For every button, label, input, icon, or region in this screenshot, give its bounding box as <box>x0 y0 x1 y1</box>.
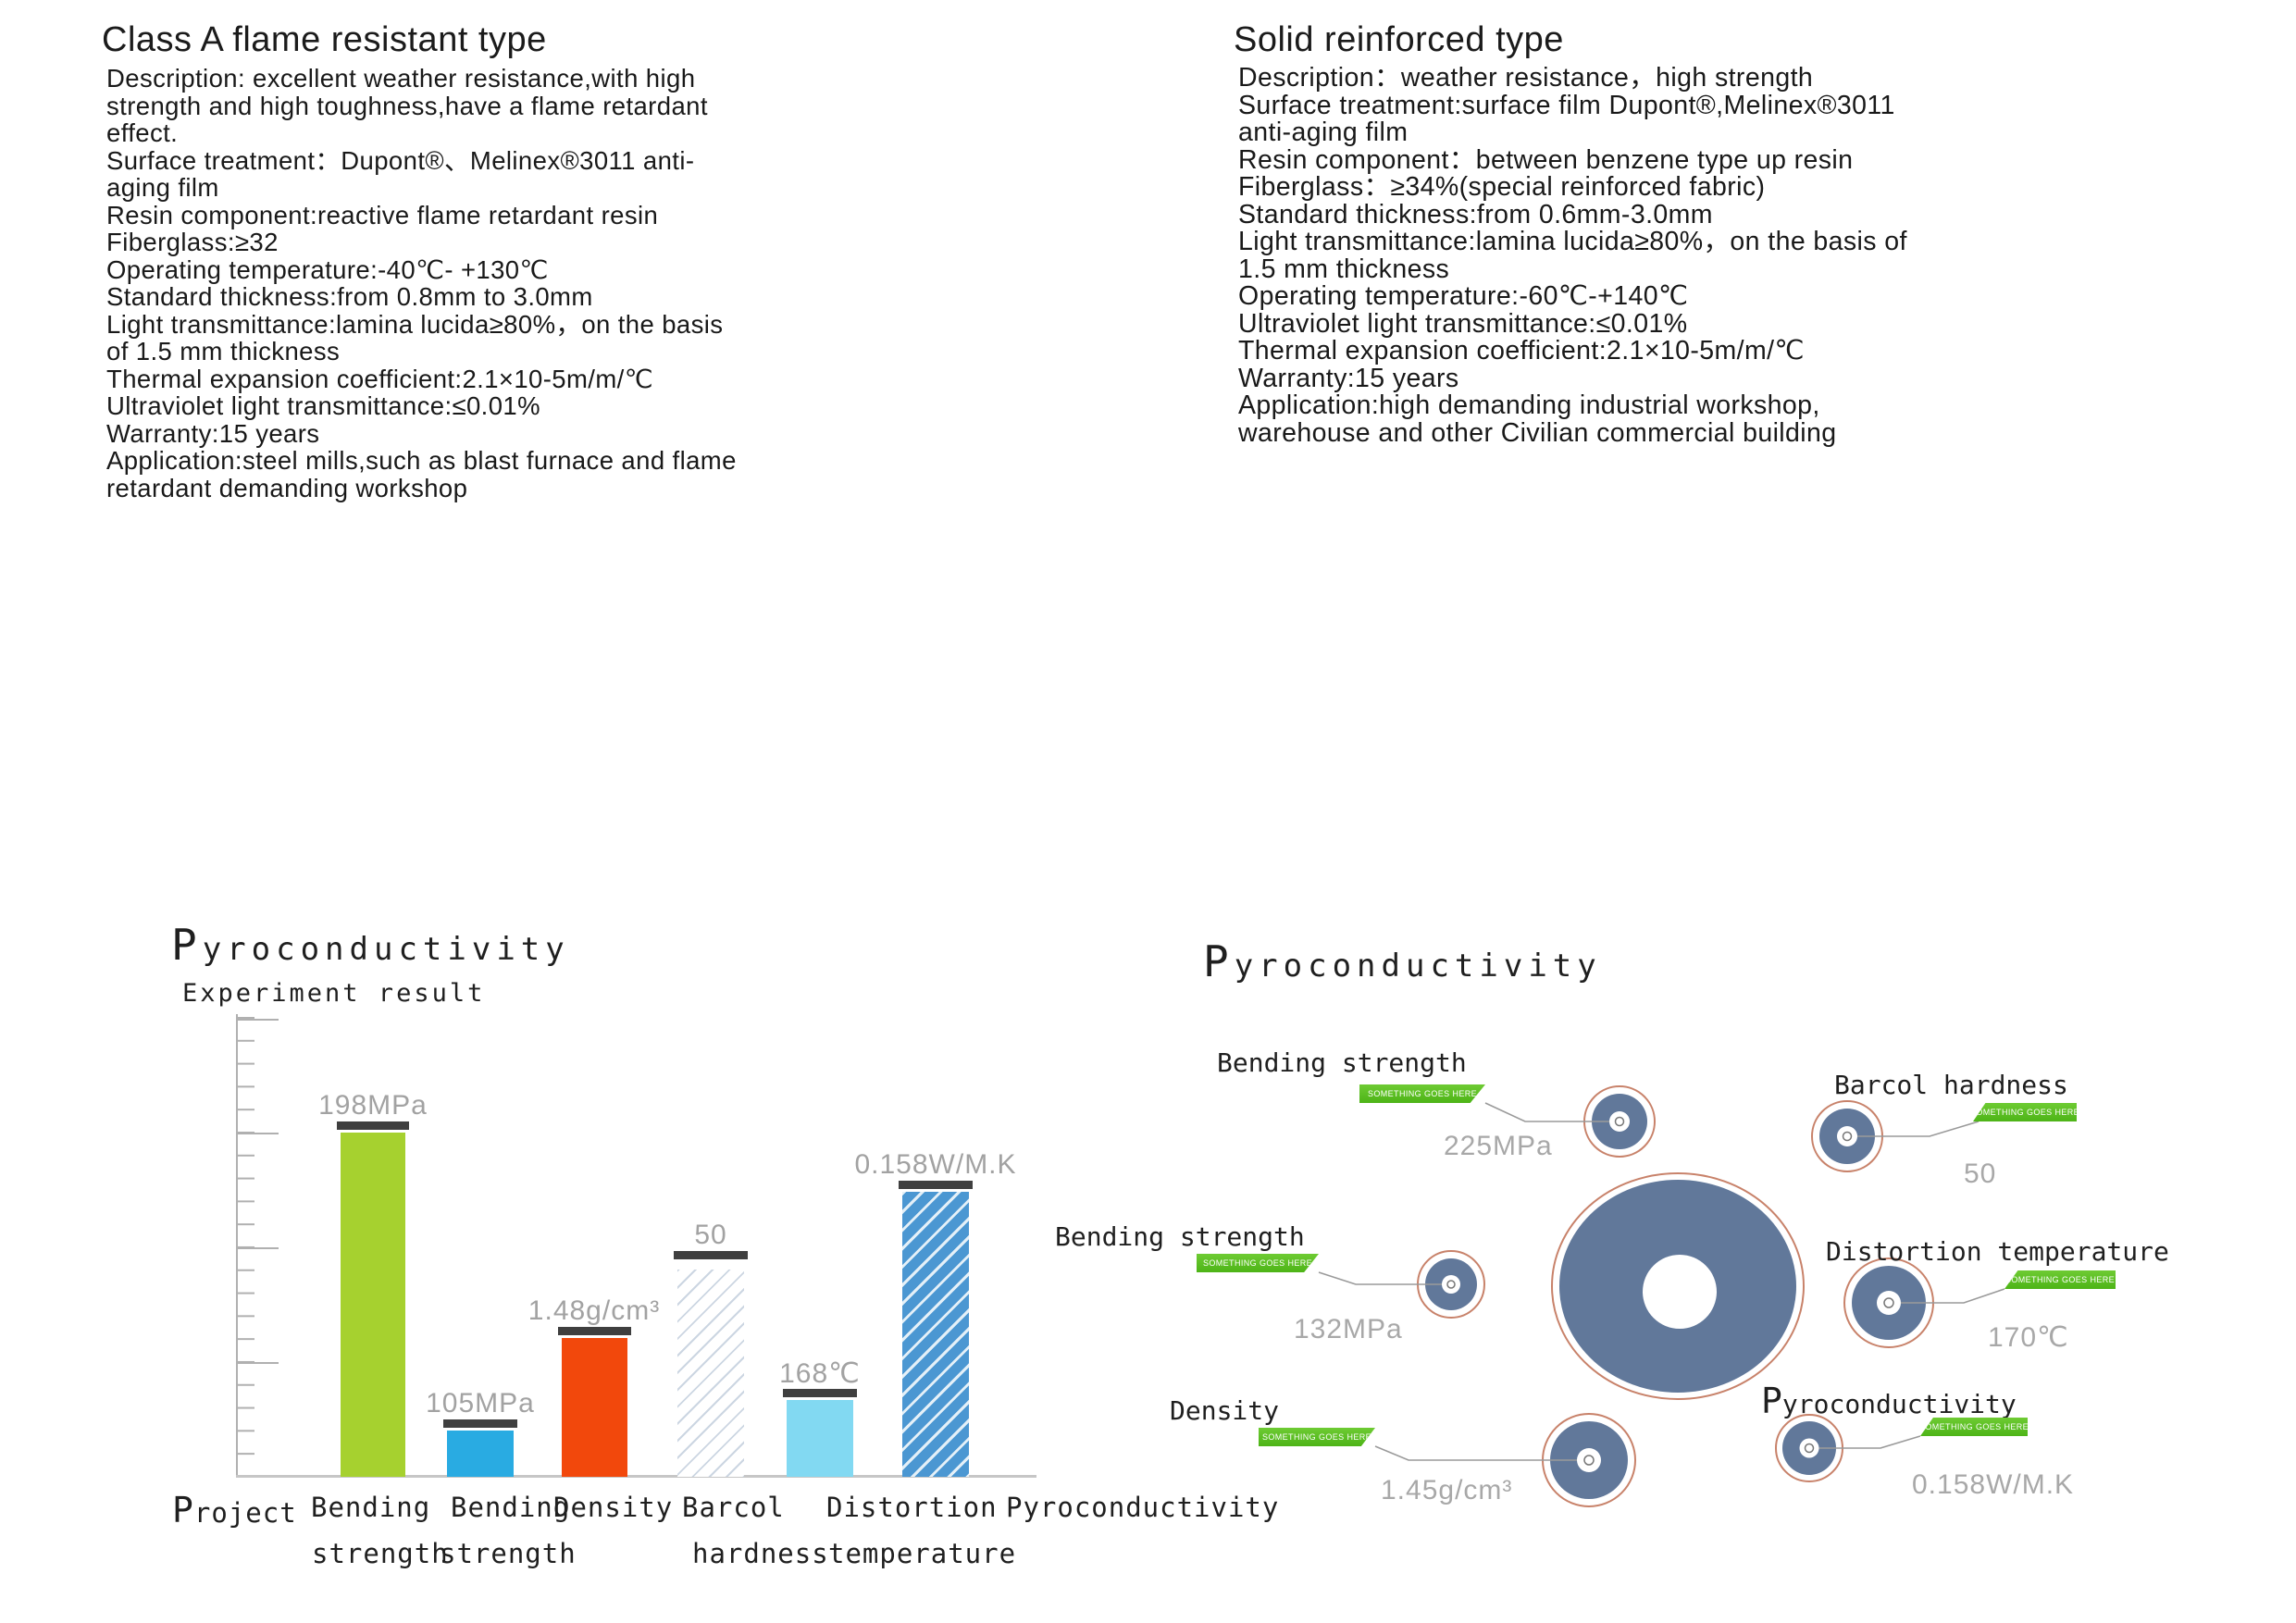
bar-cap <box>674 1251 748 1259</box>
spec-line: Application:high demanding industrial wo… <box>1238 390 1820 420</box>
x-axis-label: strength <box>440 1538 577 1569</box>
spec-line: retardant demanding workshop <box>106 473 468 502</box>
spec-line: Standard thickness:from 0.6mm-3.0mm <box>1238 199 1713 229</box>
spec-line: strength and high toughness,have a flame… <box>106 91 708 120</box>
diagram-value-bending-strength-2: 132MPa <box>1294 1314 1403 1344</box>
diagram-label-bending-strength-1: Bending strength <box>1217 1047 1467 1078</box>
bar-cap <box>443 1419 517 1428</box>
bar-cap <box>899 1181 973 1189</box>
left-spec-title: Class A flame resistant type <box>102 20 547 59</box>
x-axis-label: hardness <box>692 1538 829 1569</box>
diagram-value-bending-strength-1: 225MPa <box>1444 1131 1553 1161</box>
bubble-diagram-graphic <box>1318 1085 2005 1507</box>
spec-line: Thermal expansion coefficient:2.1×10-5m/… <box>1238 336 1805 365</box>
bar-bending-strength-2 <box>447 1431 514 1477</box>
right-spec-body: Description：weather resistance，high stre… <box>1234 63 2296 448</box>
diagram-label-pyroconductivity: Pyroconductivity <box>1761 1381 2017 1421</box>
bar-pyroconductivity <box>902 1192 969 1477</box>
diagram-title: Pyroconductivity <box>1203 936 1602 986</box>
x-axis-label: Density <box>553 1492 674 1523</box>
callout-banner: SOMETHING GOES HERE <box>1920 1418 2028 1436</box>
bar-value-label: 105MPa <box>426 1388 535 1419</box>
spec-line: effect. <box>106 118 179 147</box>
spec-line: warehouse and other Civilian commercial … <box>1238 417 1837 448</box>
spec-line: Thermal expansion coefficient:2.1×10-5m/… <box>106 364 653 393</box>
y-axis-long-tick <box>238 1133 279 1134</box>
spec-line: aging film <box>106 173 219 202</box>
left-spec-section: Class A flame resistant type Description… <box>102 20 1157 502</box>
spec-line: Surface treatment:surface film Dupont®,M… <box>1238 90 1895 120</box>
spec-line: Ultraviolet light transmittance:≤0.01% <box>1238 308 1688 339</box>
diagram-label-bending-strength-2: Bending strength <box>1055 1221 1305 1252</box>
diagram-value-distortion-temperature: 170℃ <box>1988 1322 2069 1353</box>
spec-line: of 1.5 mm thickness <box>106 337 341 365</box>
x-axis-label: Bending <box>311 1492 431 1523</box>
bar-value-label: 0.158W/M.K <box>854 1149 1017 1180</box>
callout-banner: SOMETHING GOES HERE <box>2004 1270 2116 1289</box>
bar-barcol-hardness <box>677 1270 744 1477</box>
bar-chart-title: Pyroconductivity <box>171 920 570 970</box>
spec-line: 1.5 mm thickness <box>1238 254 1450 284</box>
spec-line: Application:steel mills,such as blast fu… <box>106 446 737 475</box>
bubble-center-holes <box>1442 1111 1901 1472</box>
y-axis-long-tick <box>238 1247 279 1249</box>
diagram-label-distortion-temperature: Distortion temperature <box>1826 1236 2169 1267</box>
spec-line: Light transmittance:lamina lucida≥80%，on… <box>106 309 724 339</box>
spec-line: Surface treatment：Dupont®、Melinex®3011 a… <box>106 145 695 175</box>
bar-distortion-temperature <box>787 1400 853 1477</box>
spec-line: Resin component：between benzene type up … <box>1238 144 1854 175</box>
spec-line: Description：weather resistance，high stre… <box>1238 63 1814 93</box>
y-axis-long-tick <box>238 1019 279 1021</box>
x-axis-label: Barcol <box>682 1492 785 1523</box>
right-spec-title: Solid reinforced type <box>1234 20 1564 59</box>
x-axis-label: Pyroconductivity <box>1006 1492 1280 1523</box>
y-axis-long-tick <box>238 1362 279 1364</box>
bubble-central-donut <box>1551 1172 1805 1400</box>
x-axis-label: Distortion <box>826 1492 998 1523</box>
bar-value-label: 1.48g/cm³ <box>527 1295 661 1326</box>
bar-bending-strength-1 <box>341 1133 405 1477</box>
spec-line: Operating temperature:-60℃-+140℃ <box>1238 281 1689 311</box>
bar-cap <box>558 1327 631 1335</box>
right-spec-section: Solid reinforced type Description：weathe… <box>1234 20 2296 447</box>
spec-line: Warranty:15 years <box>106 418 320 448</box>
x-axis-label: Bending <box>451 1492 571 1523</box>
diagram-value-pyroconductivity: 0.158W/M.K <box>1912 1469 2075 1500</box>
spec-line: Standard thickness:from 0.8mm to 3.0mm <box>106 282 593 311</box>
x-axis-label: temperature <box>828 1538 1017 1569</box>
diagram-value-density: 1.45g/cm³ <box>1381 1475 1513 1505</box>
left-spec-body: Description: excellent weather resistanc… <box>102 65 1157 502</box>
spec-line: anti-aging film <box>1238 118 1409 147</box>
bar-cap <box>783 1389 857 1397</box>
spec-line: Fiberglass：≥34%(special reinforced fabri… <box>1238 172 1766 202</box>
spec-line: Light transmittance:lamina lucida≥80%，on… <box>1238 227 1907 256</box>
bar-value-label: 198MPa <box>318 1090 428 1121</box>
x-axis-label-project: Project <box>172 1490 297 1530</box>
diagram-label-density: Density <box>1170 1395 1280 1426</box>
diagram-label-barcol-hardness: Barcol hardness <box>1834 1070 2068 1100</box>
callout-banner: SOMETHING GOES HERE <box>1197 1254 1319 1272</box>
spec-line: Operating temperature:-40℃- +130℃ <box>106 254 549 284</box>
bar-value-label: 50 <box>694 1220 727 1250</box>
callout-connectors <box>1318 1102 2005 1461</box>
bar-cap <box>337 1121 409 1130</box>
x-axis-baseline <box>236 1475 1036 1478</box>
y-axis-ruler-line <box>236 1014 238 1477</box>
callout-banner: SOMETHING GOES HERE <box>1973 1103 2077 1121</box>
diagram-value-barcol-hardness: 50 <box>1964 1158 1997 1189</box>
bar-chart-subtitle: Experiment result <box>182 979 486 1008</box>
x-axis-label: strength <box>312 1538 449 1569</box>
spec-line: Ultraviolet light transmittance:≤0.01% <box>106 391 540 420</box>
spec-line: Fiberglass:≥32 <box>106 228 279 256</box>
callout-banner: SOMETHING GOES HERE <box>1259 1428 1375 1446</box>
bar-value-label: 168℃ <box>779 1358 861 1389</box>
spec-line: Description: excellent weather resistanc… <box>106 64 696 93</box>
spec-line: Resin component:reactive flame retardant… <box>106 200 659 229</box>
bar-density <box>562 1338 627 1477</box>
callout-banner: SOMETHING GOES HERE <box>1359 1084 1485 1103</box>
spec-line: Warranty:15 years <box>1238 363 1459 393</box>
